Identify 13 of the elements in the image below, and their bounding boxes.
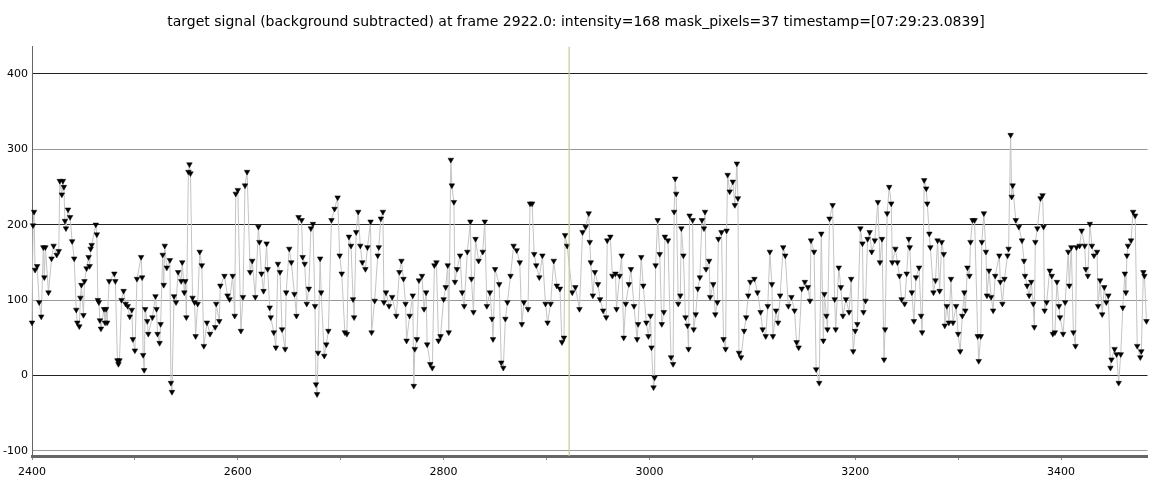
y-tick-label: 300 xyxy=(7,142,28,156)
x-tick-label: 3200 xyxy=(841,465,870,479)
chart-title: target signal (background subtracted) at frame 2922.0: intensity=168 mask_pixels=37 timestamp=[07:29:23.0839] xyxy=(167,13,985,30)
y-tick-label: -100 xyxy=(3,443,28,457)
x-tick-label: 2600 xyxy=(223,465,252,479)
y-tick-label: 400 xyxy=(7,66,28,80)
x-tick-label: 3000 xyxy=(635,465,664,479)
y-tick-label: 100 xyxy=(7,292,28,306)
y-tick-label: 0 xyxy=(21,368,28,382)
x-tick-label: 2400 xyxy=(18,465,46,479)
y-tick-label: 200 xyxy=(7,217,28,231)
x-tick-label: 3400 xyxy=(1047,465,1076,479)
x-tick-label: 2800 xyxy=(429,465,458,479)
